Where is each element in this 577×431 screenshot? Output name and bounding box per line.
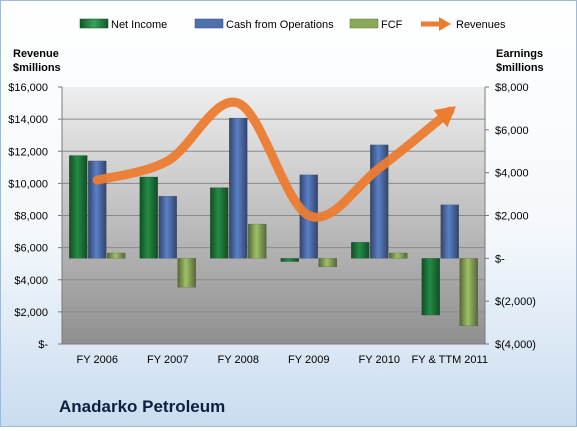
legend-label-fcf: FCF <box>381 19 403 31</box>
right-tick-label: $6,000 <box>495 125 529 137</box>
bar-net-income <box>351 242 370 259</box>
left-tick-label: $2,000 <box>14 307 48 319</box>
right-tick-label: $- <box>495 253 505 265</box>
left-axis-ticks: $- $2,000 $4,000 $6,000 $8,000 $10,000 $12,000… <box>8 82 62 351</box>
legend-label-revenues: Revenues <box>456 19 506 31</box>
right-tick-label: $(2,000) <box>495 296 536 308</box>
right-tick-label: $4,000 <box>495 168 529 180</box>
right-tick-label: $8,000 <box>495 82 529 94</box>
right-axis-title-line1: Earnings <box>496 48 543 60</box>
chart-title: Anadarko Petroleum <box>59 397 226 416</box>
legend-swatch-cash-from-operations <box>194 18 224 29</box>
bar-fcf <box>107 252 126 259</box>
x-tick-label: FY & TTM 2011 <box>412 354 488 366</box>
legend: Net Income Cash from Operations FCF Reve… <box>79 17 506 31</box>
x-tick-label: FY 2009 <box>288 354 329 366</box>
legend-label-net-income: Net Income <box>111 19 167 31</box>
left-tick-label: $10,000 <box>8 178 48 190</box>
revenue-line-group <box>92 97 456 222</box>
x-tick-label: FY 2010 <box>359 354 400 366</box>
revenue-line <box>92 97 455 222</box>
left-tick-label: $8,000 <box>14 211 48 223</box>
bar-net-income <box>280 258 299 262</box>
bar-net-income <box>421 258 440 316</box>
legend-swatch-fcf <box>349 18 379 29</box>
right-axis-title-line2: $millions <box>496 62 544 74</box>
x-axis-labels: FY 2006 FY 2007 FY 2008 FY 2009 FY 2010 FY & … <box>77 354 488 366</box>
left-tick-label: $16,000 <box>8 82 48 94</box>
bar-net-income <box>69 155 88 259</box>
bar-net-income <box>139 176 158 259</box>
bar-cash-from-operations <box>158 195 177 259</box>
left-axis-title-line2: $millions <box>13 62 61 74</box>
bars-group <box>69 117 478 327</box>
legend-arrow-revenues <box>439 17 451 31</box>
left-tick-label: $14,000 <box>8 114 48 126</box>
bar-fcf <box>459 258 478 327</box>
x-tick-label: FY 2006 <box>77 354 118 366</box>
bar-cash-from-operations <box>229 117 248 259</box>
bar-fcf <box>389 252 408 259</box>
left-axis-title-line1: Revenue <box>13 48 59 60</box>
bar-fcf <box>248 223 267 259</box>
x-tick-label: FY 2008 <box>218 354 259 366</box>
right-axis-ticks: $(4,000) $(2,000) $- $2,000 $4,000 $6,000 $8,0… <box>485 82 536 351</box>
left-tick-label: $6,000 <box>14 243 48 255</box>
left-tick-label: $- <box>38 339 48 351</box>
bar-cash-from-operations <box>440 204 459 259</box>
x-tick-label: FY 2007 <box>147 354 188 366</box>
left-tick-label: $12,000 <box>8 146 48 158</box>
bar-net-income <box>210 187 229 259</box>
revenue-line-arrowhead <box>433 106 456 128</box>
bar-fcf <box>318 258 337 268</box>
left-tick-label: $4,000 <box>14 275 48 287</box>
legend-swatch-net-income <box>79 18 109 29</box>
bar-cash-from-operations <box>88 160 107 259</box>
bar-fcf <box>177 258 196 288</box>
right-tick-label: $(4,000) <box>495 339 536 351</box>
right-tick-label: $2,000 <box>495 211 529 223</box>
legend-label-cash-from-operations: Cash from Operations <box>226 19 334 31</box>
